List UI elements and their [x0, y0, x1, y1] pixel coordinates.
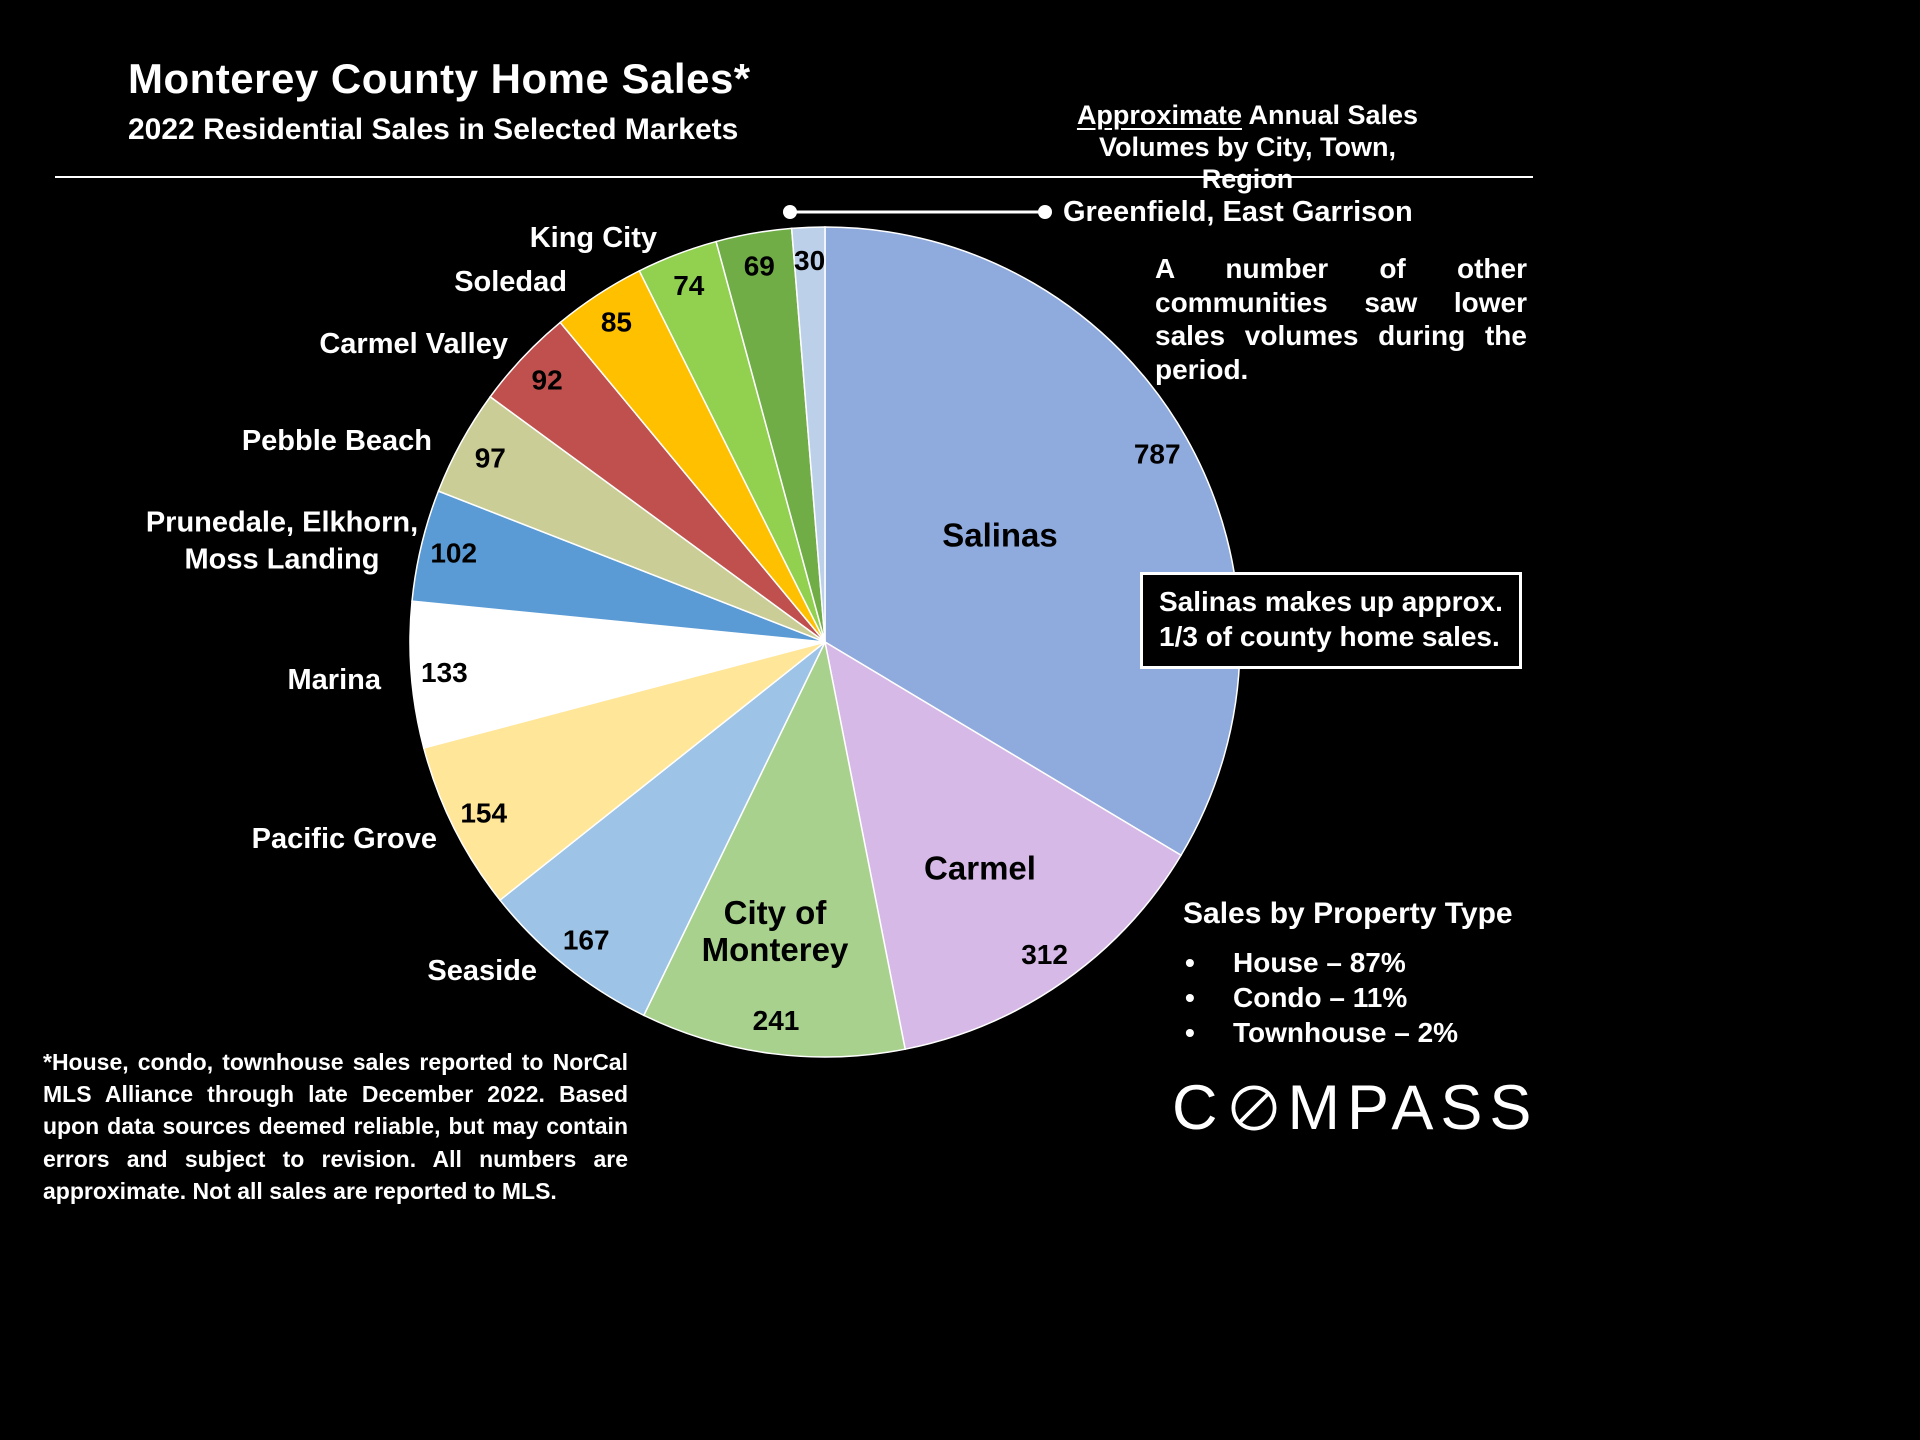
- property-type-title: Sales by Property Type: [1183, 897, 1513, 930]
- slice-value-east-garrison: 30: [794, 245, 825, 276]
- slice-value-king-city: 74: [673, 270, 705, 301]
- other-communities-note: A number of other communities saw lower …: [1155, 253, 1527, 385]
- slice-value-marina: 133: [421, 657, 468, 688]
- pie-slice-carmel: [823, 640, 1183, 1051]
- pie-slice-pacific-grove: [422, 641, 826, 902]
- annual-sales-note: Approximate Annual Sales Volumes by City…: [1075, 100, 1420, 196]
- slice-value-city-of-monterey: 241: [753, 1005, 800, 1036]
- salinas-callout-line2: 1/3 of county home sales.: [1159, 621, 1500, 653]
- slice-value-soledad: 85: [601, 307, 632, 338]
- property-type-list: House – 87% Condo – 11% Townhouse – 2%: [1183, 945, 1513, 1050]
- annual-sales-note-line1-rest: Annual Sales: [1241, 100, 1419, 130]
- slice-label-soledad: Soledad: [454, 266, 567, 298]
- logo-letters-mpass: MPASS: [1287, 1073, 1539, 1143]
- header-divider: [55, 176, 1533, 178]
- slice-value-greenfield: 69: [744, 250, 775, 281]
- slice-label-prunedale-elkhorn-moss-landing: Moss Landing: [185, 544, 380, 576]
- callout-dot: [783, 205, 797, 219]
- pie-slice-salinas: [824, 226, 1241, 857]
- pie-slice-city-of-monterey: [642, 639, 907, 1058]
- header: Monterey County Home Sales* 2022 Residen…: [128, 55, 751, 147]
- slice-value-carmel-valley: 92: [532, 365, 563, 396]
- slice-label-carmel-valley: Carmel Valley: [319, 328, 508, 360]
- page-title: Monterey County Home Sales*: [128, 55, 751, 102]
- compass-logo: C MPASS: [1172, 1072, 1538, 1144]
- callout-dot: [1038, 205, 1052, 219]
- slice-value-prunedale-elkhorn-moss-landing: 102: [430, 538, 477, 569]
- salinas-callout-line1: Salinas makes up approx.: [1159, 586, 1503, 617]
- slice-value-pebble-beach: 97: [475, 443, 506, 474]
- slice-label-pacific-grove: Pacific Grove: [252, 823, 437, 855]
- pie-slice-seaside: [498, 641, 826, 1017]
- slice-label-city-of-monterey: City of: [724, 894, 828, 931]
- slice-label-salinas: Salinas: [942, 517, 1058, 554]
- property-type-block: Sales by Property Type House – 87% Condo…: [1183, 897, 1513, 1050]
- slice-label-carmel: Carmel: [924, 850, 1036, 887]
- property-type-item-condo: Condo – 11%: [1183, 980, 1513, 1015]
- slice-label-seaside: Seaside: [427, 955, 537, 987]
- slice-value-carmel: 312: [1021, 939, 1068, 970]
- slice-label-prunedale-elkhorn-moss-landing: Prunedale, Elkhorn,: [146, 507, 418, 539]
- pie-slice-marina: [409, 600, 826, 749]
- slice-value-salinas: 787: [1134, 438, 1181, 469]
- page-subtitle: 2022 Residential Sales in Selected Marke…: [128, 113, 739, 146]
- pie-slice-east-garrison: [790, 226, 826, 643]
- slice-label-king-city: King City: [530, 222, 657, 254]
- annual-sales-note-underlined: Approximate: [1076, 100, 1242, 130]
- slice-label-pebble-beach: Pebble Beach: [242, 425, 432, 457]
- property-type-item-townhouse: Townhouse – 2%: [1183, 1015, 1513, 1050]
- slice-value-pacific-grove: 154: [460, 798, 507, 829]
- slice-value-seaside: 167: [563, 924, 610, 955]
- annual-sales-note-line2: Volumes by City, Town, Region: [1098, 131, 1397, 194]
- logo-letter-c: C: [1172, 1073, 1225, 1143]
- footnote: *House, condo, townhouse sales reported …: [43, 1049, 628, 1204]
- salinas-callout-box: Salinas makes up approx. 1/3 of county h…: [1140, 572, 1522, 669]
- slice-label-marina: Marina: [288, 664, 382, 696]
- slice-label-city-of-monterey: Monterey: [702, 931, 849, 968]
- compass-o-icon: [1231, 1085, 1276, 1131]
- property-type-item-house: House – 87%: [1183, 945, 1513, 980]
- callout-label: Greenfield, East Garrison: [1063, 196, 1413, 228]
